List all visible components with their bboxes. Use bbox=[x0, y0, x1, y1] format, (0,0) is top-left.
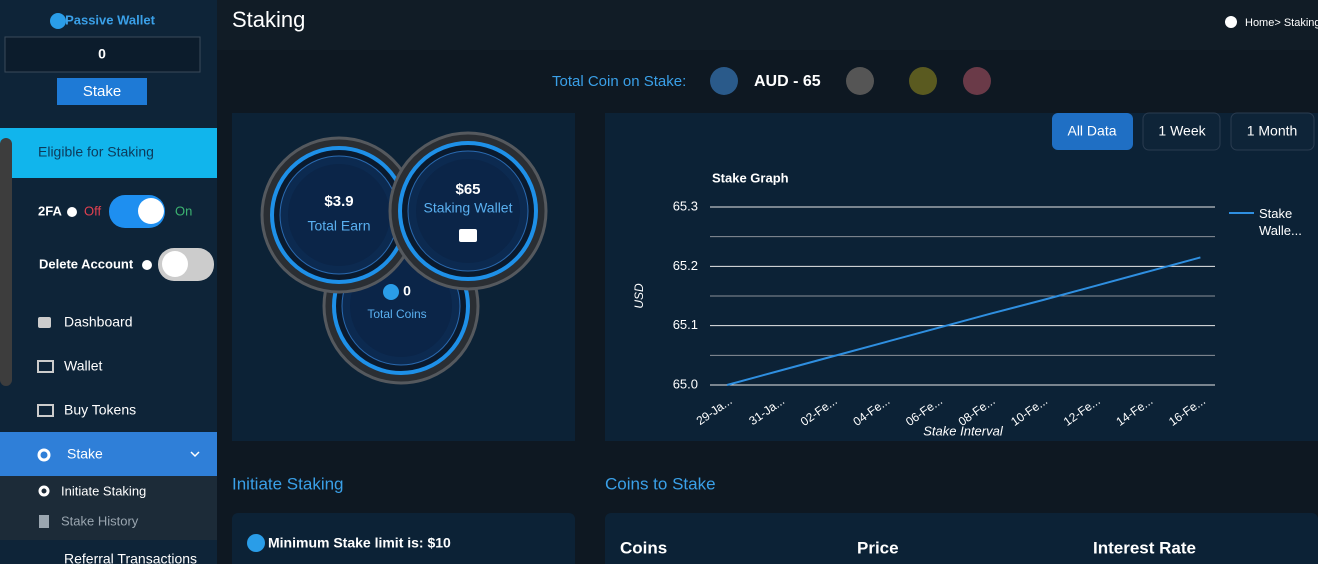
off-label: Off bbox=[84, 203, 101, 218]
chart-title: Stake Graph bbox=[712, 170, 789, 185]
stake-button-text: Stake bbox=[83, 83, 121, 100]
gauge-label: Total Coins bbox=[367, 307, 426, 321]
total-coin-value: AUD - 65 bbox=[754, 73, 821, 90]
submenu-item[interactable]: Stake History bbox=[61, 513, 139, 528]
gauge-value: $3.9 bbox=[324, 193, 353, 210]
gauge-value: $65 bbox=[455, 181, 480, 198]
min-stake-note: Minimum Stake limit is: $10 bbox=[268, 535, 451, 551]
submenu bbox=[0, 476, 217, 540]
coin-icon[interactable] bbox=[963, 67, 991, 95]
eligible-text: Eligible for Staking bbox=[38, 144, 154, 160]
header bbox=[217, 0, 1318, 50]
nav-item[interactable]: Referral Transactions bbox=[64, 551, 197, 564]
overlay-strip bbox=[0, 138, 12, 386]
y-tick-label: 65.2 bbox=[673, 258, 698, 273]
coin-icon[interactable] bbox=[710, 67, 738, 95]
gauge-label: Total Earn bbox=[307, 218, 370, 234]
eligible-box bbox=[0, 128, 217, 178]
nav-item: Stake bbox=[67, 446, 103, 462]
y-tick-label: 65.1 bbox=[673, 317, 698, 332]
info-icon bbox=[383, 284, 399, 300]
y-tick-label: 65.0 bbox=[673, 376, 698, 391]
submenu-item[interactable]: Initiate Staking bbox=[61, 483, 146, 498]
panel bbox=[232, 513, 575, 564]
filter-button[interactable] bbox=[1142, 112, 1221, 151]
coin-icon[interactable] bbox=[846, 67, 874, 95]
table-header: Price bbox=[857, 538, 899, 557]
filter-text: 1 Month bbox=[1247, 123, 1298, 139]
table-header: Interest Rate bbox=[1093, 538, 1196, 557]
info-icon bbox=[67, 207, 77, 217]
page-title: Staking bbox=[232, 7, 305, 32]
twofa-label: 2FA bbox=[38, 203, 62, 218]
nav-item[interactable]: Dashboard bbox=[64, 314, 133, 330]
toggle-knob bbox=[162, 251, 188, 277]
delete-label: Delete Account bbox=[39, 256, 134, 271]
wallet-icon bbox=[459, 229, 477, 242]
gauge-value: 0 bbox=[403, 283, 411, 299]
chevron bbox=[190, 451, 200, 458]
nav-item[interactable]: Buy Tokens bbox=[64, 402, 136, 418]
nav-icon bbox=[38, 317, 51, 328]
series-line bbox=[726, 256, 1201, 386]
gauge-center bbox=[416, 159, 520, 263]
filter-text: 1 Week bbox=[1158, 123, 1206, 139]
gauge-label: Staking Wallet bbox=[424, 200, 513, 216]
panel bbox=[605, 513, 1318, 564]
gauge-center bbox=[288, 164, 390, 266]
wallet-input[interactable] bbox=[4, 36, 201, 73]
y-tick-label: 65.3 bbox=[673, 198, 698, 213]
filter-button[interactable] bbox=[1052, 113, 1133, 150]
nav-icon bbox=[37, 404, 54, 417]
info-icon bbox=[142, 260, 152, 270]
legend-label: Stake Walle... bbox=[1259, 206, 1302, 238]
nav-icon bbox=[37, 360, 54, 373]
wallet-value: 0 bbox=[98, 46, 106, 62]
wallet-label: Passive Wallet bbox=[65, 12, 156, 27]
filter-text: All Data bbox=[1067, 123, 1116, 139]
section-title: Initiate Staking bbox=[232, 474, 344, 493]
coin-icon[interactable] bbox=[909, 67, 937, 95]
info-icon bbox=[50, 13, 66, 29]
on-label: On bbox=[175, 203, 192, 218]
gauges bbox=[260, 131, 548, 385]
x-axis-label: Stake Interval bbox=[923, 423, 1004, 438]
nav-icon bbox=[39, 515, 49, 528]
filter-button[interactable] bbox=[1230, 112, 1315, 151]
home-icon bbox=[1225, 16, 1237, 28]
total-coin-label: Total Coin on Stake: bbox=[552, 73, 686, 90]
toggle-knob bbox=[138, 198, 164, 224]
breadcrumb[interactable]: Home> Staking bbox=[1245, 17, 1318, 29]
nav-icon bbox=[38, 485, 50, 497]
y-axis-label: USD bbox=[632, 283, 646, 309]
nav-item[interactable]: Wallet bbox=[64, 358, 102, 374]
section-title: Coins to Stake bbox=[605, 474, 716, 493]
table-header: Coins bbox=[620, 538, 667, 557]
info-icon bbox=[247, 534, 265, 552]
nav-active[interactable] bbox=[0, 432, 217, 476]
chart-panel bbox=[605, 113, 1318, 441]
nav-icon bbox=[37, 448, 51, 462]
stake-button[interactable] bbox=[57, 78, 147, 105]
